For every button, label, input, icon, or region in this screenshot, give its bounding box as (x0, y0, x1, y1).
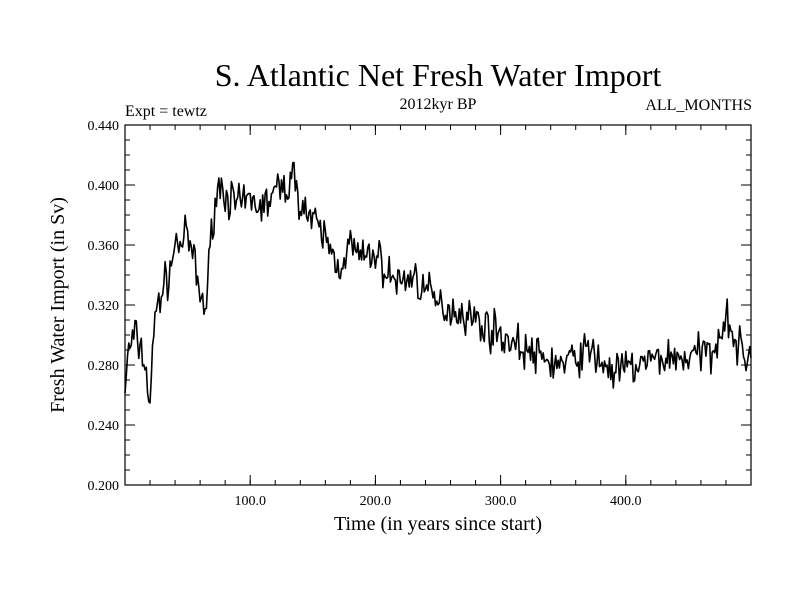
y-tick-label: 0.360 (88, 239, 120, 254)
x-tick-label: 100.0 (234, 494, 266, 509)
y-tick-label: 0.200 (88, 479, 120, 494)
y-tick-label: 0.240 (88, 419, 120, 434)
y-tick-label: 0.400 (88, 179, 120, 194)
x-tick-label: 200.0 (360, 494, 392, 509)
chart-subtitle: 2012kyr BP (400, 96, 477, 113)
x-axis-title: Time (in years since start) (334, 513, 542, 535)
x-tick-label: 300.0 (485, 494, 517, 509)
y-tick-label: 0.280 (88, 359, 120, 374)
chart-title: S. Atlantic Net Fresh Water Import (215, 57, 662, 93)
x-tick-label: 400.0 (610, 494, 642, 509)
months-label: ALL_MONTHS (645, 97, 752, 114)
plot-frame (124, 124, 752, 486)
expt-label: Expt = tewtz (125, 103, 207, 120)
series-line (124, 161, 752, 404)
y-axis-title: Fresh Water Import (in Sv) (47, 197, 69, 413)
y-tick-label: 0.320 (88, 299, 120, 314)
y-tick-label: 0.440 (88, 119, 120, 134)
plot-area: 0.200 0.240 0.280 0.320 0.360 0.400 0.440 100.0… (88, 119, 752, 509)
